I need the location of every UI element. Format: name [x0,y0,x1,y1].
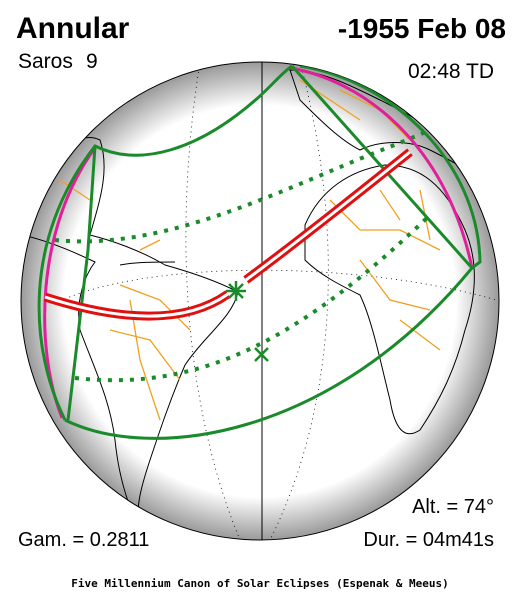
limit-line [54,123,441,244]
eclipse-date: -1955 Feb 08 [338,13,506,44]
equator [59,269,499,302]
eclipse-time: 02:48 TD [408,60,494,83]
penumbra-limit [64,65,474,440]
penumbra-limit [66,145,97,421]
meridian [185,62,241,540]
rise-set-curve [289,66,474,269]
altitude: Alt. = 74° [412,496,494,518]
eclipse-type: Annular [16,12,130,45]
duration: Dur. = 04m41s [363,529,494,551]
gamma: Gam. = 0.2811 [18,529,149,551]
penumbra-limit [299,64,482,270]
sub-solar-point [254,347,269,362]
saros-label: Saros [18,50,73,73]
saros-number: 9 [86,50,98,73]
annular-path-center [44,150,411,318]
map-features [21,62,499,540]
greatest-eclipse [226,281,246,301]
penumbra-limit [37,64,293,421]
coastline [119,261,176,266]
credit: Five Millennium Canon of Solar Eclipses … [71,577,449,590]
